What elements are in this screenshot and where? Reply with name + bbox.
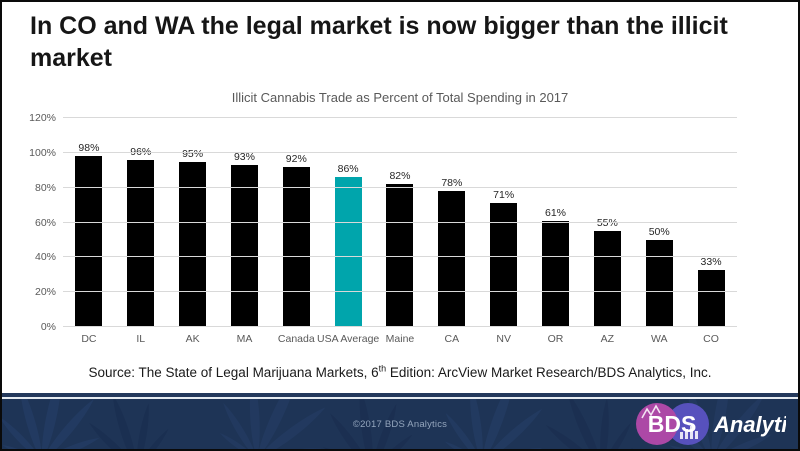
bar-MA: [230, 165, 258, 327]
gridline-20%: [63, 291, 737, 293]
bar-Maine: [386, 184, 414, 327]
bar-value-label: 50%: [648, 225, 670, 238]
footer-band: ©2017 BDS Analytics BDS Analytics: [2, 399, 798, 449]
x-axis-label-NV: NV: [496, 333, 511, 345]
y-axis-tick-60%: 60%: [34, 216, 56, 229]
x-axis-label-OR: OR: [547, 333, 564, 345]
bar-column-AZ: 55% AZ: [581, 118, 633, 345]
bar-value-label: 78%: [441, 177, 463, 190]
logo-bds-text: BDS: [648, 411, 697, 437]
chart-bars: 98% DC 96% IL 95% AK 93% MA 92% Canada 86% USA Aver…: [63, 118, 737, 345]
bar-OR: [542, 220, 570, 327]
bar-AZ: [593, 231, 621, 327]
bar-CA: [438, 191, 466, 327]
logo-linechart-icon: [641, 404, 661, 419]
footer-divider: [2, 397, 798, 399]
bar-CO: [697, 269, 725, 327]
bar-column-CA: 78% CA: [426, 118, 478, 345]
logo-blue-circle: [667, 403, 709, 445]
y-axis-tick-100%: 100%: [29, 146, 56, 159]
bar-chart: Illicit Cannabis Trade as Percent of Tot…: [2, 88, 798, 350]
copyright-text: ©2017 BDS Analytics: [352, 418, 448, 430]
logo-analytics-text: Analytics: [713, 412, 786, 437]
x-axis-label-CA: CA: [444, 333, 460, 345]
bar-column-OR: 61% OR: [530, 118, 582, 345]
x-axis-label-WA: WA: [650, 333, 668, 345]
bar-column-IL: 96% IL: [115, 118, 167, 345]
bds-analytics-logo: BDS Analytics: [636, 403, 786, 445]
y-axis-tick-40%: 40%: [34, 251, 56, 264]
bar-value-label: 61%: [545, 206, 567, 219]
gridline-60%: [63, 221, 737, 223]
x-axis-label-Maine: Maine: [385, 333, 415, 345]
footer: ©2017 BDS Analytics BDS Analytics: [2, 393, 798, 449]
y-axis-tick-120%: 120%: [29, 112, 56, 124]
bar-value-label: 71%: [493, 189, 515, 202]
bar-column-MA: 93% MA: [219, 118, 271, 345]
chart-title: Illicit Cannabis Trade as Percent of Tot…: [231, 90, 569, 105]
bar-AK: [179, 161, 207, 327]
y-axis-tick-20%: 20%: [34, 286, 56, 299]
bar-NV: [490, 203, 518, 327]
bar-Canada: [282, 166, 310, 327]
logo-magenta-circle: [636, 403, 678, 445]
bar-column-WA: 50% WA: [633, 118, 685, 345]
x-axis-label-Canada: Canada: [277, 333, 315, 345]
x-axis-label-IL: IL: [136, 333, 146, 345]
gridline-0%: [63, 326, 737, 327]
bar-column-CO: 33% CO: [685, 118, 737, 345]
bar-value-label: 98%: [78, 142, 100, 155]
bar-value-label: 86%: [337, 163, 359, 176]
y-axis-tick-0%: 0%: [40, 321, 56, 333]
bar-value-label: 93%: [233, 151, 255, 164]
bar-USA Average: [334, 177, 362, 327]
bar-column-NV: 71% NV: [478, 118, 530, 345]
bar-column-DC: 98% DC: [63, 118, 115, 345]
source-text-suffix: Edition: ArcView Market Research/BDS Ana…: [386, 365, 712, 380]
gridline-40%: [63, 256, 737, 258]
source-text: Source: The State of Legal Marijuana Mar…: [88, 365, 379, 380]
bar-value-label: 92%: [285, 152, 307, 165]
bar-WA: [645, 239, 673, 327]
source-citation: Source: The State of Legal Marijuana Mar…: [2, 363, 798, 380]
gridline-80%: [63, 186, 737, 188]
source-superscript: th: [378, 363, 387, 374]
x-axis-label-CO: CO: [703, 333, 719, 345]
bar-value-label: 96%: [130, 145, 152, 158]
bar-value-label: 95%: [182, 147, 204, 160]
x-axis-label-USA Average: USA Average: [317, 333, 380, 345]
bar-value-label: 82%: [389, 170, 411, 183]
y-axis-tick-80%: 80%: [34, 181, 56, 194]
x-axis-label-AK: AK: [185, 333, 200, 345]
footer-top-bar: [2, 393, 798, 397]
x-axis-label-DC: DC: [81, 333, 97, 345]
chart-plot-area: 98% DC 96% IL 95% AK 93% MA 92% Canada 86% USA Aver…: [29, 112, 737, 345]
bar-DC: [75, 156, 103, 327]
logo-barchart-icon: [680, 426, 698, 439]
bar-column-USA Average: 86% USA Average: [317, 118, 379, 345]
bar-value-label: 55%: [596, 217, 618, 230]
bar-column-Canada: 92% Canada: [270, 118, 322, 345]
x-axis-label-MA: MA: [236, 333, 253, 345]
x-axis-label-AZ: AZ: [600, 333, 615, 345]
gridline-100%: [63, 151, 737, 153]
bar-IL: [127, 159, 155, 327]
bar-value-label: 33%: [700, 255, 722, 268]
bar-column-Maine: 82% Maine: [374, 118, 426, 345]
slide-title: In CO and WA the legal market is now big…: [30, 12, 728, 72]
gridline-120%: [63, 117, 737, 118]
bar-column-AK: 95% AK: [167, 118, 219, 345]
